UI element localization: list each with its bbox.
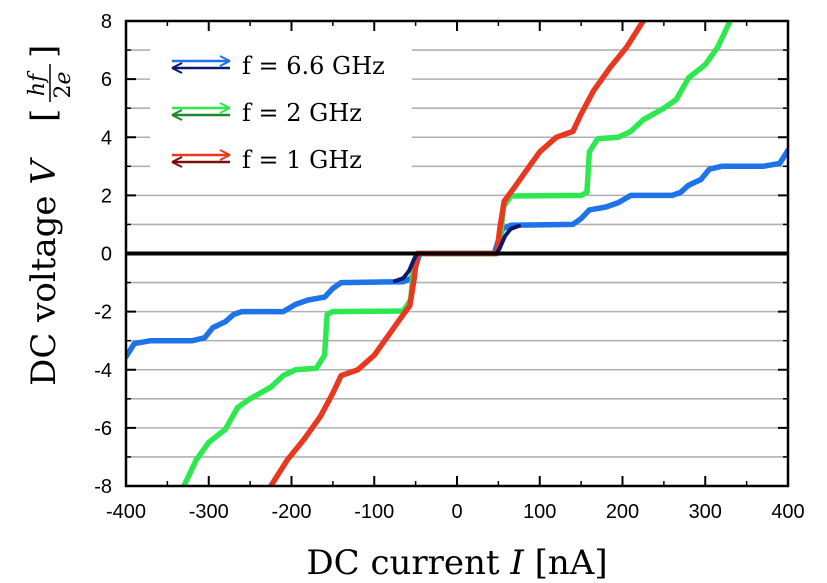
x-tick-label: -400 [106, 501, 146, 523]
y-tick-label: 0 [101, 244, 112, 266]
legend-label: f = 6.6 GHz [242, 52, 385, 80]
x-tick-label: 200 [606, 501, 639, 523]
x-tick-label: 400 [771, 501, 804, 523]
legend-arrow-head [219, 149, 231, 161]
y-tick-label: 4 [101, 127, 112, 149]
legend-arrow-head [219, 102, 231, 114]
x-tick-label: -200 [271, 501, 311, 523]
legend-entry: f = 2 GHz [171, 99, 362, 127]
svg-text:[: [ [24, 109, 64, 122]
y-tick-label: -4 [94, 360, 112, 382]
legend-arrow-head [171, 109, 183, 121]
x-axis-title: DC current I [nA] [306, 543, 607, 583]
axis-ticks: -400 -300 -200 -100 0 100 200 300 400 -8 -6 -4 -2 0 2 4… [94, 11, 804, 523]
legend-label: f = 1 GHz [242, 146, 362, 174]
legend-entry: f = 6.6 GHz [171, 52, 385, 80]
svg-text:hf: hf [25, 70, 50, 96]
legend-arrow-head [171, 156, 183, 168]
legend-label: f = 2 GHz [242, 99, 362, 127]
y-tick-label: 6 [101, 69, 112, 91]
y-tick-label: -2 [94, 302, 112, 324]
legend-entry: f = 1 GHz [171, 146, 362, 174]
svg-text:DC voltage V: DC voltage V [24, 157, 64, 386]
y-tick-label: -8 [94, 476, 112, 498]
y-axis-title: DC voltage V [ ] hf 2e [24, 45, 76, 386]
x-tick-label: -100 [354, 501, 394, 523]
x-tick-label: 0 [451, 501, 462, 523]
x-tick-label: 100 [523, 501, 556, 523]
x-tick-label: 300 [689, 501, 722, 523]
y-tick-label: 8 [101, 11, 112, 33]
y-tick-label: 2 [101, 185, 112, 207]
svg-text:2e: 2e [51, 71, 76, 98]
svg-text:]: ] [24, 45, 64, 58]
legend: f = 6.6 GHz f = 2 GHz f = 1 GHz [150, 36, 412, 191]
y-tick-label: -6 [94, 418, 112, 440]
legend-arrow-head [171, 62, 183, 74]
x-tick-label: -300 [189, 501, 229, 523]
legend-arrow-head [219, 55, 231, 67]
